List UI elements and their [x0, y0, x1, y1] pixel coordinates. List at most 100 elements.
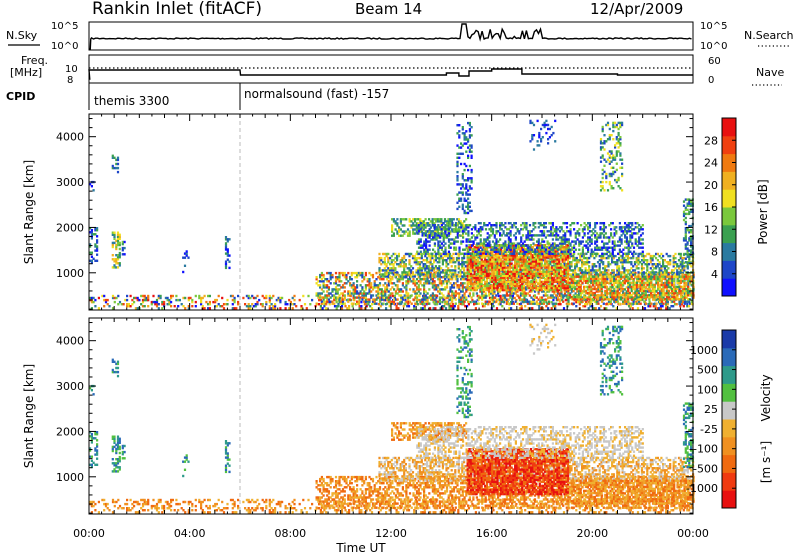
power-cell	[140, 294, 143, 298]
power-cell	[157, 303, 160, 306]
power-cell	[440, 288, 443, 291]
power-cell	[495, 307, 499, 310]
power-cell	[590, 288, 593, 291]
power-cell	[509, 290, 512, 293]
power-cell	[96, 259, 99, 262]
power-cell	[458, 296, 461, 299]
power-cell	[627, 276, 630, 279]
power-cell	[413, 305, 416, 308]
power-cell	[352, 296, 355, 299]
power-cell	[489, 302, 493, 305]
power-cell	[338, 284, 341, 287]
power-cell	[348, 307, 351, 310]
power-cell	[497, 298, 500, 301]
power-cell	[515, 298, 518, 302]
power-cell	[618, 282, 621, 285]
power-cell	[632, 300, 635, 303]
power-cell	[407, 298, 410, 301]
power-cell	[398, 288, 401, 291]
power-cell	[401, 296, 404, 299]
power-cell	[115, 262, 118, 265]
power-cell	[447, 267, 450, 270]
power-cell	[583, 290, 586, 293]
power-cell	[662, 282, 665, 285]
power-cell	[284, 300, 287, 304]
power-cell	[343, 273, 346, 277]
power-cell	[451, 307, 455, 310]
power-cell	[325, 307, 328, 310]
power-cell	[382, 296, 385, 299]
power-cell	[401, 282, 404, 285]
power-cell	[647, 305, 650, 308]
power-cell	[521, 298, 524, 301]
power-cell	[511, 288, 514, 291]
power-cell	[375, 284, 378, 287]
power-cell	[228, 260, 231, 263]
power-cell	[565, 282, 568, 285]
power-cell	[472, 294, 475, 297]
power-cell	[514, 278, 517, 281]
power-cell	[208, 300, 211, 304]
power-cell	[549, 286, 552, 289]
power-cell	[599, 284, 602, 287]
power-cell	[219, 305, 222, 308]
power-cell	[595, 298, 598, 301]
power-cell	[639, 271, 642, 275]
power-cell	[272, 305, 275, 308]
power-cell	[405, 286, 408, 289]
power-cell	[457, 265, 460, 268]
power-cell	[187, 305, 190, 308]
power-cell	[319, 305, 322, 308]
power-cell	[336, 290, 339, 293]
power-cell	[370, 307, 374, 310]
power-cell	[606, 278, 609, 281]
power-cell	[649, 305, 652, 308]
power-cell	[405, 292, 408, 295]
power-cell	[394, 228, 397, 231]
power-cell	[451, 292, 454, 295]
power-cell	[433, 294, 436, 297]
power-cell	[147, 305, 150, 308]
power-cell	[522, 286, 526, 290]
power-cell	[247, 305, 250, 308]
power-cell	[438, 290, 441, 293]
power-cell	[380, 288, 383, 291]
power-cell	[224, 248, 228, 251]
power-cell	[454, 298, 457, 301]
power-cell	[256, 303, 259, 306]
power-cell	[274, 305, 277, 308]
power-cell	[407, 280, 410, 283]
power-cell	[511, 294, 514, 298]
power-cell	[648, 284, 651, 287]
power-cell	[138, 298, 141, 302]
power-cell	[557, 303, 560, 306]
power-cell	[438, 282, 441, 285]
power-cell	[613, 278, 616, 281]
power-cell	[370, 273, 373, 277]
power-cell	[159, 294, 162, 298]
power-cell	[141, 300, 145, 304]
power-cell	[438, 288, 441, 291]
power-cell	[529, 307, 532, 310]
power-cell	[424, 280, 427, 283]
power-cell	[485, 248, 489, 251]
power-cell	[368, 286, 371, 289]
power-cell	[639, 296, 642, 299]
nsearch-tick-max: 10^5	[700, 21, 727, 32]
power-cell	[337, 305, 340, 308]
nave-tick-max: 60	[708, 56, 721, 67]
power-cell	[389, 294, 392, 297]
power-cell	[433, 282, 436, 285]
power-cell	[155, 298, 159, 302]
power-cell	[378, 278, 382, 281]
power-cell	[141, 298, 145, 302]
power-cell	[393, 271, 396, 275]
power-cell	[272, 307, 275, 310]
power-cell	[327, 292, 330, 295]
power-cell	[512, 286, 515, 290]
power-cell	[200, 296, 203, 300]
power-cell	[470, 296, 473, 299]
power-cell	[451, 305, 455, 308]
power-cell	[451, 278, 454, 281]
power-cell	[90, 296, 93, 300]
